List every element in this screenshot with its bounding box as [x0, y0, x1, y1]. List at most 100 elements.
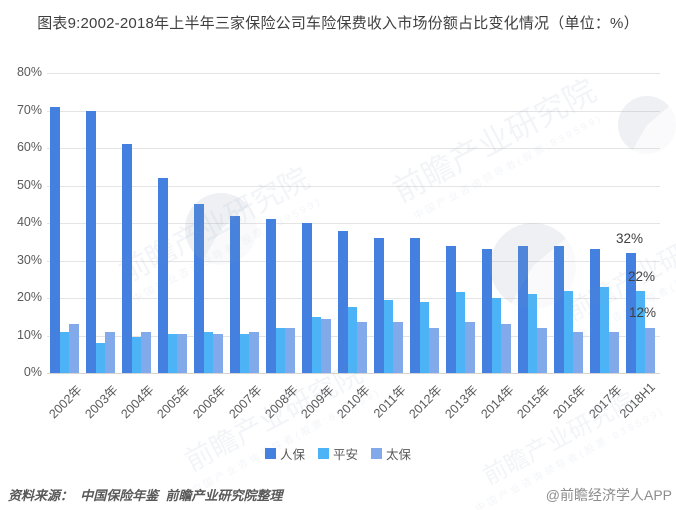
bar-series3-2003年 [105, 331, 115, 373]
legend-marker-icon [264, 448, 276, 459]
bar-series2-2016年 [563, 290, 573, 373]
y-axis-tick-label: 10% [16, 327, 42, 342]
gridline [47, 223, 660, 224]
legend-marker-icon [371, 448, 382, 459]
bar-series2-2009年 [311, 316, 321, 373]
x-axis-tick-label: 2014年 [478, 382, 517, 422]
bar-series1-2018H1 [626, 253, 636, 373]
data-label-pingan-2018h1: 22% [628, 269, 656, 284]
bar-series1-2017年 [590, 249, 600, 373]
bar-series1-2014年 [482, 249, 492, 373]
bar-series3-2005年 [177, 333, 187, 373]
legend-item-series2: 平安 [317, 444, 358, 463]
bar-series1-2015年 [518, 245, 528, 373]
bar-series3-2004年 [141, 331, 151, 373]
x-axis-tick-label: 2005年 [154, 382, 193, 422]
gridline [47, 373, 660, 374]
bar-series2-2010年 [347, 307, 357, 373]
x-axis-tick-label: 2010年 [334, 382, 373, 422]
bar-series2-2018H1 [635, 290, 645, 373]
bar-series1-2005年 [158, 178, 168, 373]
bar-series2-2015年 [527, 294, 537, 373]
gridline [47, 185, 660, 187]
bar-series2-2012年 [419, 301, 429, 373]
bar-series3-2013年 [465, 322, 475, 373]
x-axis-tick-label: 2016年 [550, 382, 589, 422]
bar-series3-2015年 [537, 328, 547, 373]
bar-series2-2013年 [455, 292, 465, 373]
data-label-renbao-2018h1: 32% [616, 231, 644, 246]
bar-series2-2006年 [203, 331, 213, 373]
x-axis-tick-label: 2018H1 [617, 380, 658, 421]
x-axis-tick-label: 2015年 [514, 382, 553, 422]
legend-item-series1: 人保 [264, 444, 305, 463]
y-axis-tick-label: 80% [16, 65, 42, 79]
legend-label: 人保 [279, 448, 305, 462]
gridline [47, 73, 660, 74]
bar-series3-2014年 [501, 324, 511, 373]
bar-series3-2009年 [321, 318, 331, 373]
bar-series1-2013年 [446, 245, 456, 373]
bar-series3-2006年 [213, 333, 223, 373]
legend: 人保 平安 太保 [0, 444, 676, 463]
y-axis-tick-label: 70% [16, 102, 42, 117]
bar-series3-2008年 [285, 328, 295, 373]
y-axis-tick-label: 60% [16, 140, 42, 154]
legend-label: 平安 [332, 448, 358, 462]
bar-series3-2007年 [249, 331, 259, 373]
x-axis-tick-label: 2002年 [46, 382, 85, 422]
bar-series1-2007年 [230, 215, 240, 373]
x-axis-tick-label: 2017年 [586, 382, 625, 422]
bar-series2-2017年 [599, 286, 609, 373]
x-axis-tick-label: 2008年 [262, 382, 301, 422]
x-axis-tick-label: 2013年 [442, 382, 481, 422]
bar-series1-2009年 [302, 223, 312, 373]
chart-title: 图表9:2002-2018年上半年三家保险公司车险保费收入市场份额占比变化情况（… [37, 15, 639, 32]
gridline [47, 148, 660, 149]
bar-series2-2007年 [239, 333, 249, 373]
bar-series1-2016年 [554, 245, 564, 373]
bar-series3-2010年 [357, 322, 367, 373]
credit-note: @前瞻经济学人APP [545, 487, 672, 503]
x-axis-tick-label: 2012年 [406, 382, 445, 422]
x-axis-tick-label: 2011年 [370, 382, 409, 421]
x-axis-tick-label: 2004年 [118, 382, 157, 422]
bar-series2-2002年 [59, 331, 69, 373]
bar-series3-2018H1 [645, 328, 655, 373]
x-axis-tick-label: 2007年 [226, 382, 265, 422]
y-axis-tick-label: 0% [23, 365, 42, 379]
y-axis-tick-label: 20% [16, 290, 42, 304]
bar-series1-2012年 [410, 238, 420, 373]
legend-item-series3: 太保 [371, 444, 411, 463]
legend-label: 太保 [386, 448, 412, 462]
y-axis-tick-label: 40% [16, 215, 42, 229]
bar-series2-2014年 [491, 298, 501, 373]
gridline [47, 260, 660, 262]
x-axis-tick-label: 2009年 [298, 382, 337, 422]
y-axis-tick-label: 50% [16, 177, 42, 192]
bar-series3-2017年 [609, 331, 619, 373]
bar-series3-2002年 [69, 324, 79, 373]
bar-series3-2012年 [429, 328, 439, 373]
legend-marker-icon [317, 448, 329, 459]
x-axis-tick-label: 2003年 [82, 382, 121, 422]
source-note: 资料来源： 中国保险年鉴 前瞻产业研究院整理 [8, 488, 283, 503]
bar-series1-2004年 [122, 144, 132, 373]
bar-series1-2011年 [374, 238, 384, 373]
bar-series1-2010年 [338, 230, 348, 373]
bar-series1-2006年 [194, 204, 204, 373]
bar-series3-2016年 [573, 331, 583, 373]
bar-series2-2003年 [95, 343, 105, 373]
bar-series2-2005年 [167, 333, 177, 373]
bar-series2-2008年 [275, 328, 285, 373]
data-label-taibao-2018h1: 12% [629, 305, 657, 320]
bar-series1-2008年 [266, 219, 276, 373]
bar-series2-2004年 [131, 337, 141, 373]
bar-series3-2011年 [393, 322, 403, 373]
bar-series1-2003年 [86, 110, 96, 373]
y-axis-tick-label: 30% [16, 252, 42, 267]
gridline [47, 110, 660, 112]
bar-series2-2011年 [383, 299, 393, 373]
x-axis-tick-label: 2006年 [190, 382, 229, 422]
